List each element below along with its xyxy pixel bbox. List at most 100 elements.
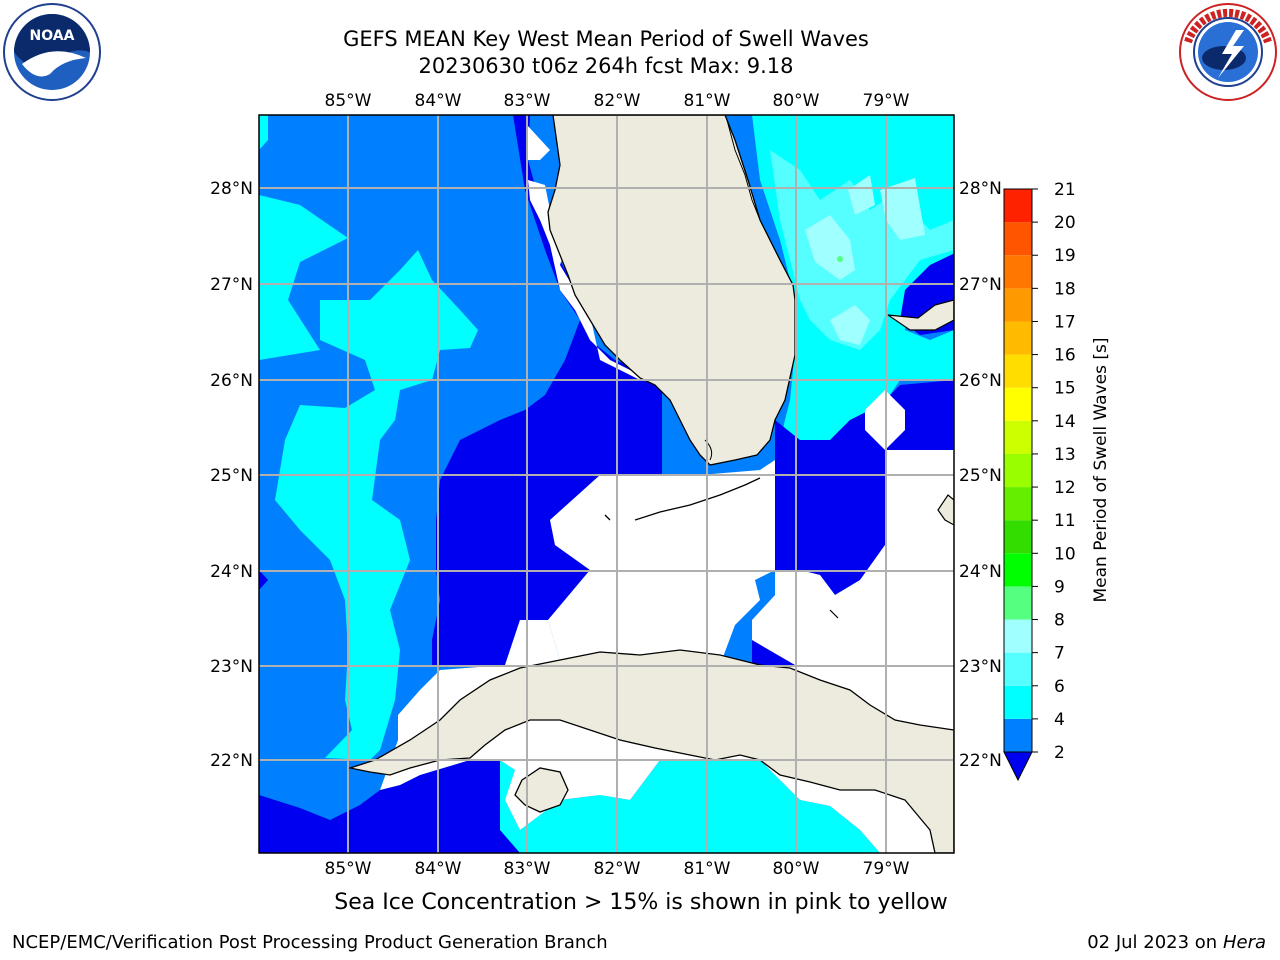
- florida-keys: [634, 477, 761, 521]
- colorbar-segment: [1004, 387, 1032, 421]
- lon-label-top: 80°W: [773, 91, 820, 111]
- colorbar-tick-label: 15: [1054, 379, 1076, 399]
- lat-label-right: 23°N: [959, 657, 1002, 677]
- colorbar-segment: [1004, 553, 1032, 587]
- colorbar-tick-label: 21: [1054, 180, 1076, 200]
- ocean-band-2-4: [432, 115, 662, 665]
- lat-label-left: 25°N: [210, 466, 253, 486]
- colorbar-segment: [1004, 718, 1032, 752]
- lat-label-left: 24°N: [210, 562, 253, 582]
- colorbar-tick-label: 6: [1054, 677, 1065, 697]
- ocean-band-8-9: [880, 178, 925, 240]
- colorbar-segment: [1004, 321, 1032, 355]
- colorbar-segment: [1004, 487, 1032, 521]
- colorbar-segment: [1004, 520, 1032, 554]
- colorbar-segment: [1004, 586, 1032, 620]
- graticule: [259, 115, 954, 853]
- lat-label-right: 26°N: [959, 371, 1002, 391]
- lon-label-top: 85°W: [325, 91, 372, 111]
- dry-tortugas: [604, 514, 611, 521]
- lat-label-right: 25°N: [959, 466, 1002, 486]
- colorbar-tick-label: 19: [1054, 246, 1076, 266]
- lat-label-right: 28°N: [959, 179, 1002, 199]
- land-bahamas-andros: [937, 494, 954, 526]
- date-line: 02 Jul 2023 on Hera: [1087, 932, 1266, 953]
- credit-line: NCEP/EMC/Verification Post Processing Pr…: [12, 932, 608, 953]
- colorbar-tick-label: 9: [1054, 577, 1065, 597]
- ocean-band-8-9: [848, 175, 875, 215]
- lat-label-left: 22°N: [210, 751, 253, 771]
- colorbar-tick-label: 12: [1054, 478, 1076, 498]
- colorbar-tick-label: 14: [1054, 412, 1076, 432]
- colorbar-tick-label: 16: [1054, 346, 1076, 366]
- colorbar-tick-label: 13: [1054, 445, 1076, 465]
- below-min-area: [528, 180, 775, 665]
- colorbar: 2 4 6 7 8 9 10 11 12 13 14 15 16 17 18 19 20 21: [1003, 180, 1076, 782]
- map-area: [259, 115, 954, 853]
- colorbar-segment: [1004, 420, 1032, 454]
- nws-logo: [1179, 3, 1277, 101]
- sea-ice-note: Sea Ice Concentration > 15% is shown in …: [334, 890, 948, 915]
- ocean-band-6-7: [275, 250, 478, 760]
- ocean-band-8-9: [805, 215, 855, 280]
- ocean-band-6-7: [259, 195, 348, 360]
- cay-sal: [829, 609, 839, 619]
- tick-labels: 85°W 85°W 84°W 84°W 83°W 83°W 82°W 82°W 81°W 81°W…: [210, 91, 1002, 879]
- lat-label-right: 27°N: [959, 275, 1002, 295]
- colorbar-segment: [1004, 255, 1032, 289]
- lat-label-left: 23°N: [210, 657, 253, 677]
- below-min-area: [527, 125, 550, 160]
- lat-label-left: 28°N: [210, 179, 253, 199]
- lon-label-bottom: 85°W: [325, 859, 372, 879]
- lat-label-left: 26°N: [210, 371, 253, 391]
- colorbar-tick-label: 8: [1054, 611, 1065, 631]
- colorbar-tick-label: 11: [1054, 511, 1076, 531]
- colorbar-tick-label: 10: [1054, 544, 1076, 564]
- lat-label-right: 22°N: [959, 751, 1002, 771]
- lon-label-top: 84°W: [415, 91, 462, 111]
- date-text: 02 Jul 2023 on: [1087, 932, 1223, 953]
- lon-label-bottom: 83°W: [504, 859, 551, 879]
- lon-label-bottom: 82°W: [594, 859, 641, 879]
- lat-label-right: 24°N: [959, 562, 1002, 582]
- colorbar-tick-label: 4: [1054, 710, 1065, 730]
- colorbar-tick-label: 18: [1054, 279, 1076, 299]
- lon-label-bottom: 79°W: [863, 859, 910, 879]
- lon-label-top: 81°W: [684, 91, 731, 111]
- colorbar-segment: [1004, 354, 1032, 388]
- ocean-band-7-8: [770, 150, 954, 350]
- lon-label-bottom: 84°W: [415, 859, 462, 879]
- coast-lagoon: [726, 119, 761, 221]
- colorbar-segment: [1004, 685, 1032, 719]
- colorbar-tick-label: 7: [1054, 644, 1065, 664]
- ocean-band-8-9: [830, 305, 870, 345]
- chart-subtitle: 20230630 t06z 264h fcst Max: 9.18: [418, 54, 794, 78]
- colorbar-segment: [1004, 288, 1032, 322]
- lon-label-top: 83°W: [504, 91, 551, 111]
- colorbar-label: Mean Period of Swell Waves [s]: [1091, 338, 1111, 603]
- colorbar-tick-label: 20: [1054, 213, 1076, 233]
- ocean-band-6-7: [259, 115, 268, 150]
- colorbar-segment: [1004, 222, 1032, 256]
- noaa-logo-text: NOAA: [30, 28, 75, 44]
- land-isla-juventud: [514, 767, 569, 813]
- ocean-band-2-4: [259, 570, 268, 590]
- lon-label-top: 79°W: [863, 91, 910, 111]
- chart-title: GEFS MEAN Key West Mean Period of Swell …: [343, 27, 869, 51]
- land-cuba: [347, 649, 954, 853]
- colorbar-segment: [1004, 189, 1032, 223]
- map-frame: [258, 114, 955, 854]
- host-name: Hera: [1222, 932, 1266, 953]
- colorbar-segment: [1004, 453, 1032, 488]
- colorbar-segment: [1004, 619, 1032, 653]
- lon-label-bottom: 81°W: [684, 859, 731, 879]
- colorbar-extend-min: [1003, 751, 1033, 782]
- colorbar-frame: [1003, 188, 1033, 753]
- lon-label-bottom: 80°W: [773, 859, 820, 879]
- land-florida: [547, 115, 796, 466]
- ocean-band-2-4: [775, 380, 954, 595]
- colorbar-segment: [1004, 652, 1032, 686]
- lat-label-left: 27°N: [210, 275, 253, 295]
- lon-label-top: 82°W: [594, 91, 641, 111]
- colorbar-tick-label: 2: [1054, 743, 1065, 763]
